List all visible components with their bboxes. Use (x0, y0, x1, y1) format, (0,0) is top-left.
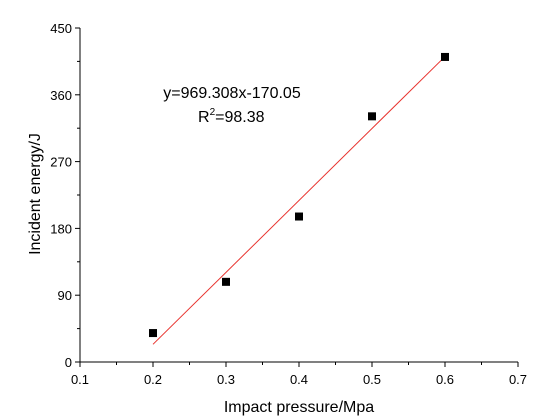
data-point (441, 52, 449, 61)
x-axis-title: Impact pressure/Mpa (224, 399, 374, 416)
fit-equation-label: y=969.308x-170.05 (163, 85, 301, 102)
y-tick-label: 90 (58, 288, 72, 303)
data-point (149, 329, 157, 338)
y-tick-label: 180 (50, 221, 72, 236)
r-squared-label: R2=98.38 (198, 107, 265, 126)
axes (79, 28, 518, 363)
y-tick-label: 360 (50, 88, 72, 103)
data-point (295, 212, 303, 221)
fit-line-group (152, 56, 446, 345)
y-tick-label: 270 (50, 155, 72, 170)
x-tick-label: 0.2 (144, 372, 162, 387)
data-point (222, 277, 230, 286)
x-tick-label: 0.1 (71, 372, 89, 387)
y-axis-title: Incident energy/J (27, 133, 44, 255)
x-tick-label: 0.3 (217, 372, 235, 387)
fit-line (152, 56, 446, 345)
x-tick-label: 0.7 (509, 372, 527, 387)
x-tick-label: 0.6 (436, 372, 454, 387)
r-squared-value: =98.38 (215, 109, 264, 126)
ticks: 0.1 0.2 0.3 0.4 0.5 0.6 0.7 0 90 180 270 360 450 (50, 21, 527, 387)
r-squared-superscript: 2 (210, 107, 216, 118)
x-tick-label: 0.5 (363, 372, 381, 387)
data-points (149, 52, 449, 338)
y-tick-label: 0 (65, 355, 72, 370)
y-tick-label: 450 (50, 21, 72, 36)
x-tick-label: 0.4 (290, 372, 308, 387)
data-point (368, 112, 376, 121)
r-squared-symbol: R (198, 109, 210, 126)
